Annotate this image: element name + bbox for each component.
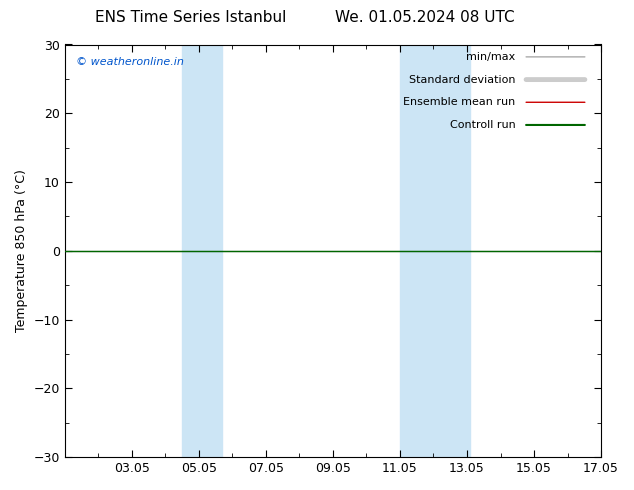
Bar (182, 45, 223, 457)
Text: ENS Time Series Istanbul: ENS Time Series Istanbul (94, 10, 286, 25)
Text: Standard deviation: Standard deviation (409, 74, 515, 85)
Text: Controll run: Controll run (450, 120, 515, 130)
Text: We. 01.05.2024 08 UTC: We. 01.05.2024 08 UTC (335, 10, 515, 25)
Text: Ensemble mean run: Ensemble mean run (403, 98, 515, 107)
Bar (400, 45, 470, 457)
Text: min/max: min/max (466, 52, 515, 62)
Y-axis label: Temperature 850 hPa (°C): Temperature 850 hPa (°C) (15, 170, 28, 332)
Text: © weatheronline.in: © weatheronline.in (75, 57, 183, 67)
